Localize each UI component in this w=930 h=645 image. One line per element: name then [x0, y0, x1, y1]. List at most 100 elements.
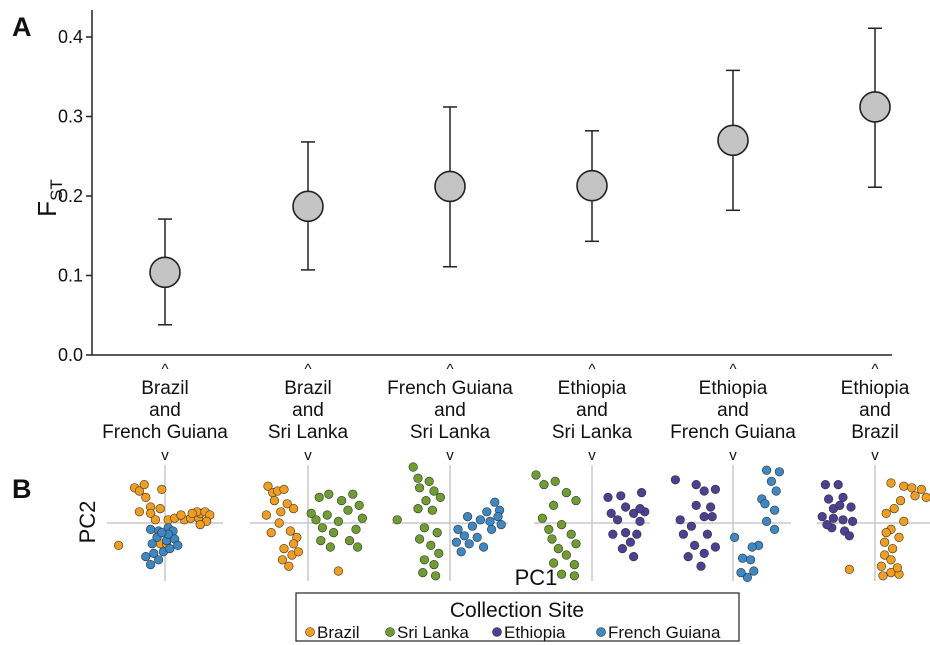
category-label: French Guiana: [670, 422, 796, 443]
caret-bottom: v: [304, 447, 312, 464]
pca-point: [435, 492, 446, 503]
pca-point: [149, 548, 159, 559]
legend-dot: [305, 627, 315, 637]
pca-point: [431, 571, 441, 581]
pca-point: [844, 564, 855, 575]
pca-point: [760, 499, 770, 509]
pca-point: [482, 507, 492, 517]
pca-point: [691, 480, 701, 490]
pca-point: [322, 510, 332, 520]
category-label: and: [149, 400, 181, 421]
pca-plot: [531, 465, 650, 581]
pca-point: [418, 567, 428, 578]
fst-point: [859, 91, 891, 123]
pca-point: [176, 510, 186, 520]
pca-point: [617, 543, 628, 554]
pca-point: [822, 519, 832, 530]
legend-label: Brazil: [317, 623, 360, 642]
caret-top: ^: [729, 361, 736, 378]
pca-point: [343, 505, 353, 515]
pca-point: [823, 494, 834, 504]
pca-point: [620, 502, 631, 512]
pca-point: [289, 539, 299, 549]
pca-point: [550, 476, 560, 487]
svg-text:FST: FST: [32, 179, 66, 217]
pca-point: [134, 507, 144, 517]
fst-point: [434, 170, 466, 203]
pca-point: [195, 519, 205, 530]
pca-point: [150, 515, 160, 525]
pca-point: [553, 543, 564, 554]
pca-point: [635, 516, 645, 527]
pca-point: [266, 527, 276, 538]
pca-point: [277, 555, 288, 565]
pca-point: [696, 561, 706, 571]
pca-point: [173, 540, 183, 551]
pca-point: [561, 488, 572, 498]
pca-point: [325, 542, 336, 552]
pca-point: [316, 535, 326, 546]
legend-label: Ethiopia: [504, 623, 566, 642]
pca-point: [689, 540, 700, 551]
category-label: and: [859, 400, 891, 421]
pca-point: [493, 511, 503, 522]
pca-point: [846, 502, 856, 512]
legend-label: French Guiana: [608, 623, 721, 642]
category-label: Sri Lanka: [268, 422, 349, 443]
pca-point: [628, 508, 639, 519]
pca-point: [769, 505, 780, 515]
pca-point: [889, 504, 899, 514]
legend-label: Sri Lanka: [397, 623, 469, 642]
pca-point: [766, 476, 777, 487]
pca-point: [413, 504, 423, 514]
pca-point: [485, 516, 495, 527]
pca-point: [413, 473, 423, 483]
pca-plot: [392, 462, 508, 581]
pca-point: [279, 543, 289, 554]
pca-point: [146, 524, 156, 535]
pca-point: [625, 537, 636, 547]
caret-bottom: v: [871, 447, 879, 464]
caret-top: ^: [871, 361, 878, 378]
pca-point: [464, 539, 474, 549]
pca-point: [419, 523, 430, 533]
pca-point: [699, 486, 709, 496]
pca-point: [705, 502, 716, 512]
pca-point: [353, 542, 363, 552]
pca-plot: [670, 465, 791, 583]
legend-box: [295, 592, 740, 642]
caret-bottom: v: [446, 447, 454, 464]
pca-point: [141, 492, 151, 503]
pca-point: [415, 534, 425, 544]
y-tick-label: 0.2: [58, 186, 83, 206]
pca-point: [817, 511, 827, 522]
pca-point: [408, 462, 418, 472]
pca-point: [165, 543, 175, 554]
pca-point: [155, 504, 165, 514]
pca-point: [479, 542, 489, 552]
pca-point: [293, 547, 304, 557]
pca-point: [736, 567, 746, 578]
pca-point: [699, 548, 709, 559]
pca-point: [603, 492, 613, 503]
panel-label-b: B: [12, 474, 32, 504]
pca-point: [415, 483, 425, 493]
pca-point: [907, 483, 917, 493]
pca-point: [892, 563, 903, 573]
pca-point: [894, 532, 904, 543]
pca-point: [337, 496, 347, 506]
pca-point: [691, 500, 701, 511]
category-label: Ethiopia: [699, 378, 768, 399]
caret-top: ^: [588, 361, 595, 378]
pca-point: [427, 505, 438, 515]
pca-point: [556, 569, 567, 579]
pca-point: [487, 524, 497, 535]
category-label: Ethiopia: [841, 378, 910, 399]
pca-point: [306, 508, 316, 519]
legend-dot: [596, 627, 606, 637]
pca-point: [879, 537, 890, 547]
pca-point: [419, 555, 430, 565]
pca-point: [742, 572, 753, 583]
category-label: and: [292, 400, 324, 421]
